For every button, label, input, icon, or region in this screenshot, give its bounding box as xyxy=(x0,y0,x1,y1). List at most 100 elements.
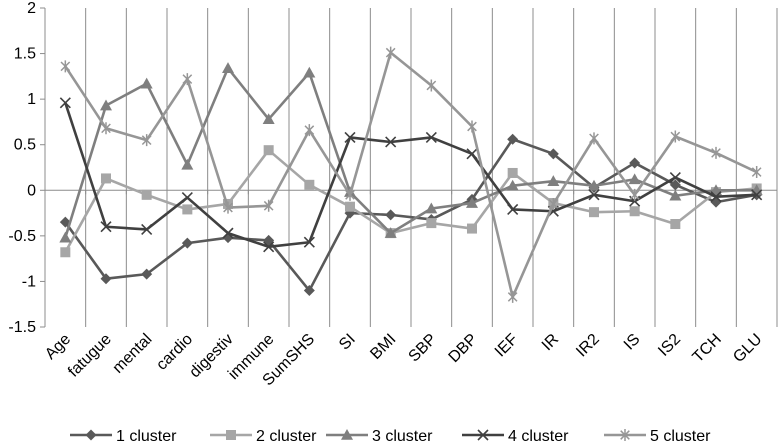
y-tick-label: 1 xyxy=(27,91,36,108)
data-point xyxy=(669,171,681,184)
data-point xyxy=(506,179,519,191)
data-point xyxy=(140,77,153,89)
legend-swatch-marker xyxy=(620,429,630,441)
legend-label: 2 cluster xyxy=(256,428,317,443)
data-point xyxy=(629,206,640,217)
data-point xyxy=(710,196,722,208)
data-point xyxy=(589,207,599,218)
data-point xyxy=(670,130,681,143)
data-point xyxy=(344,131,356,143)
data-point xyxy=(141,223,153,236)
data-point xyxy=(101,173,111,184)
series-line xyxy=(64,137,758,292)
data-point xyxy=(59,231,72,243)
x-tick-label: SI xyxy=(336,331,359,354)
y-tick-label: -1.5 xyxy=(8,319,36,336)
series-line xyxy=(64,101,758,249)
data-point xyxy=(547,148,559,160)
data-point xyxy=(547,175,560,186)
x-tick-label: SBP xyxy=(406,331,441,366)
data-point xyxy=(466,148,478,160)
data-point xyxy=(141,189,152,200)
data-point xyxy=(628,173,641,185)
legend-swatch-marker xyxy=(85,429,97,441)
data-point xyxy=(548,197,559,210)
x-tick-label: IS2 xyxy=(655,331,684,360)
data-point xyxy=(588,189,600,201)
y-tick-label: 2 xyxy=(27,0,36,17)
data-point xyxy=(385,136,397,148)
data-point xyxy=(141,134,152,147)
y-tick-label: -0.5 xyxy=(8,228,36,245)
x-tick-label: TCH xyxy=(690,331,725,366)
data-point xyxy=(507,133,519,145)
data-point xyxy=(263,241,275,253)
data-point xyxy=(710,184,722,196)
data-point xyxy=(100,221,112,233)
data-point xyxy=(60,247,71,258)
data-point xyxy=(669,189,682,201)
y-tick-label: 1.5 xyxy=(14,46,36,63)
data-point xyxy=(669,179,681,191)
data-point xyxy=(629,188,640,201)
legend-item: 2 cluster xyxy=(210,428,317,443)
legend-swatch-marker xyxy=(341,429,353,440)
data-point xyxy=(181,158,194,170)
data-point xyxy=(629,157,641,169)
data-point xyxy=(425,131,437,143)
data-point xyxy=(425,202,438,214)
legend-item: 4 cluster xyxy=(462,428,569,443)
y-tick-label: 0.5 xyxy=(14,137,36,154)
x-tick-label: mental xyxy=(110,331,156,377)
x-tick-label: DBP xyxy=(446,331,481,366)
legend-swatch-marker xyxy=(477,429,489,441)
series-3 xyxy=(59,62,763,243)
data-point xyxy=(181,192,193,204)
data-point xyxy=(100,99,112,111)
data-point xyxy=(304,179,315,190)
data-point xyxy=(384,227,397,238)
y-tick-label: -1 xyxy=(22,273,36,290)
x-tick-label: IS xyxy=(621,331,644,354)
data-point xyxy=(181,237,193,249)
series-line xyxy=(64,148,758,254)
data-point xyxy=(303,66,316,78)
legend-label: 1 cluster xyxy=(116,428,177,443)
legend-label: 4 cluster xyxy=(508,428,569,443)
data-point xyxy=(385,209,397,221)
data-point xyxy=(222,227,234,239)
data-point xyxy=(589,132,599,145)
series-line xyxy=(64,51,758,299)
data-point xyxy=(262,113,275,124)
data-point xyxy=(507,290,518,303)
data-point xyxy=(466,197,478,208)
x-tick-label: GLU xyxy=(730,331,765,366)
data-point xyxy=(751,189,763,201)
data-point xyxy=(507,167,518,178)
data-point xyxy=(100,273,112,285)
x-tick-label: IEF xyxy=(492,331,522,361)
series-line xyxy=(64,66,758,239)
plot-area: -1.5-1-0.500.511.52Agefatuguementalcardi… xyxy=(8,0,778,389)
x-tick-label: BMI xyxy=(367,331,399,363)
legend: 1 cluster 2 cluster 3 cluster 4 cluster 5 cl… xyxy=(70,428,711,443)
data-point xyxy=(710,191,722,203)
data-point xyxy=(59,97,71,109)
data-point xyxy=(60,60,71,73)
data-point xyxy=(303,236,315,248)
x-tick-label: fatugue xyxy=(65,331,115,381)
data-point xyxy=(345,201,355,212)
data-point xyxy=(426,218,437,229)
data-point xyxy=(751,166,762,179)
legend-item: 1 cluster xyxy=(70,428,177,443)
x-tick-label: IR xyxy=(539,331,562,354)
data-point xyxy=(345,188,355,201)
x-tick-label: Age xyxy=(42,331,74,363)
data-point xyxy=(223,201,233,214)
data-point xyxy=(467,120,477,133)
data-point xyxy=(303,285,315,297)
legend-label: 3 cluster xyxy=(372,428,433,443)
data-point xyxy=(711,146,721,159)
data-point xyxy=(263,199,274,212)
